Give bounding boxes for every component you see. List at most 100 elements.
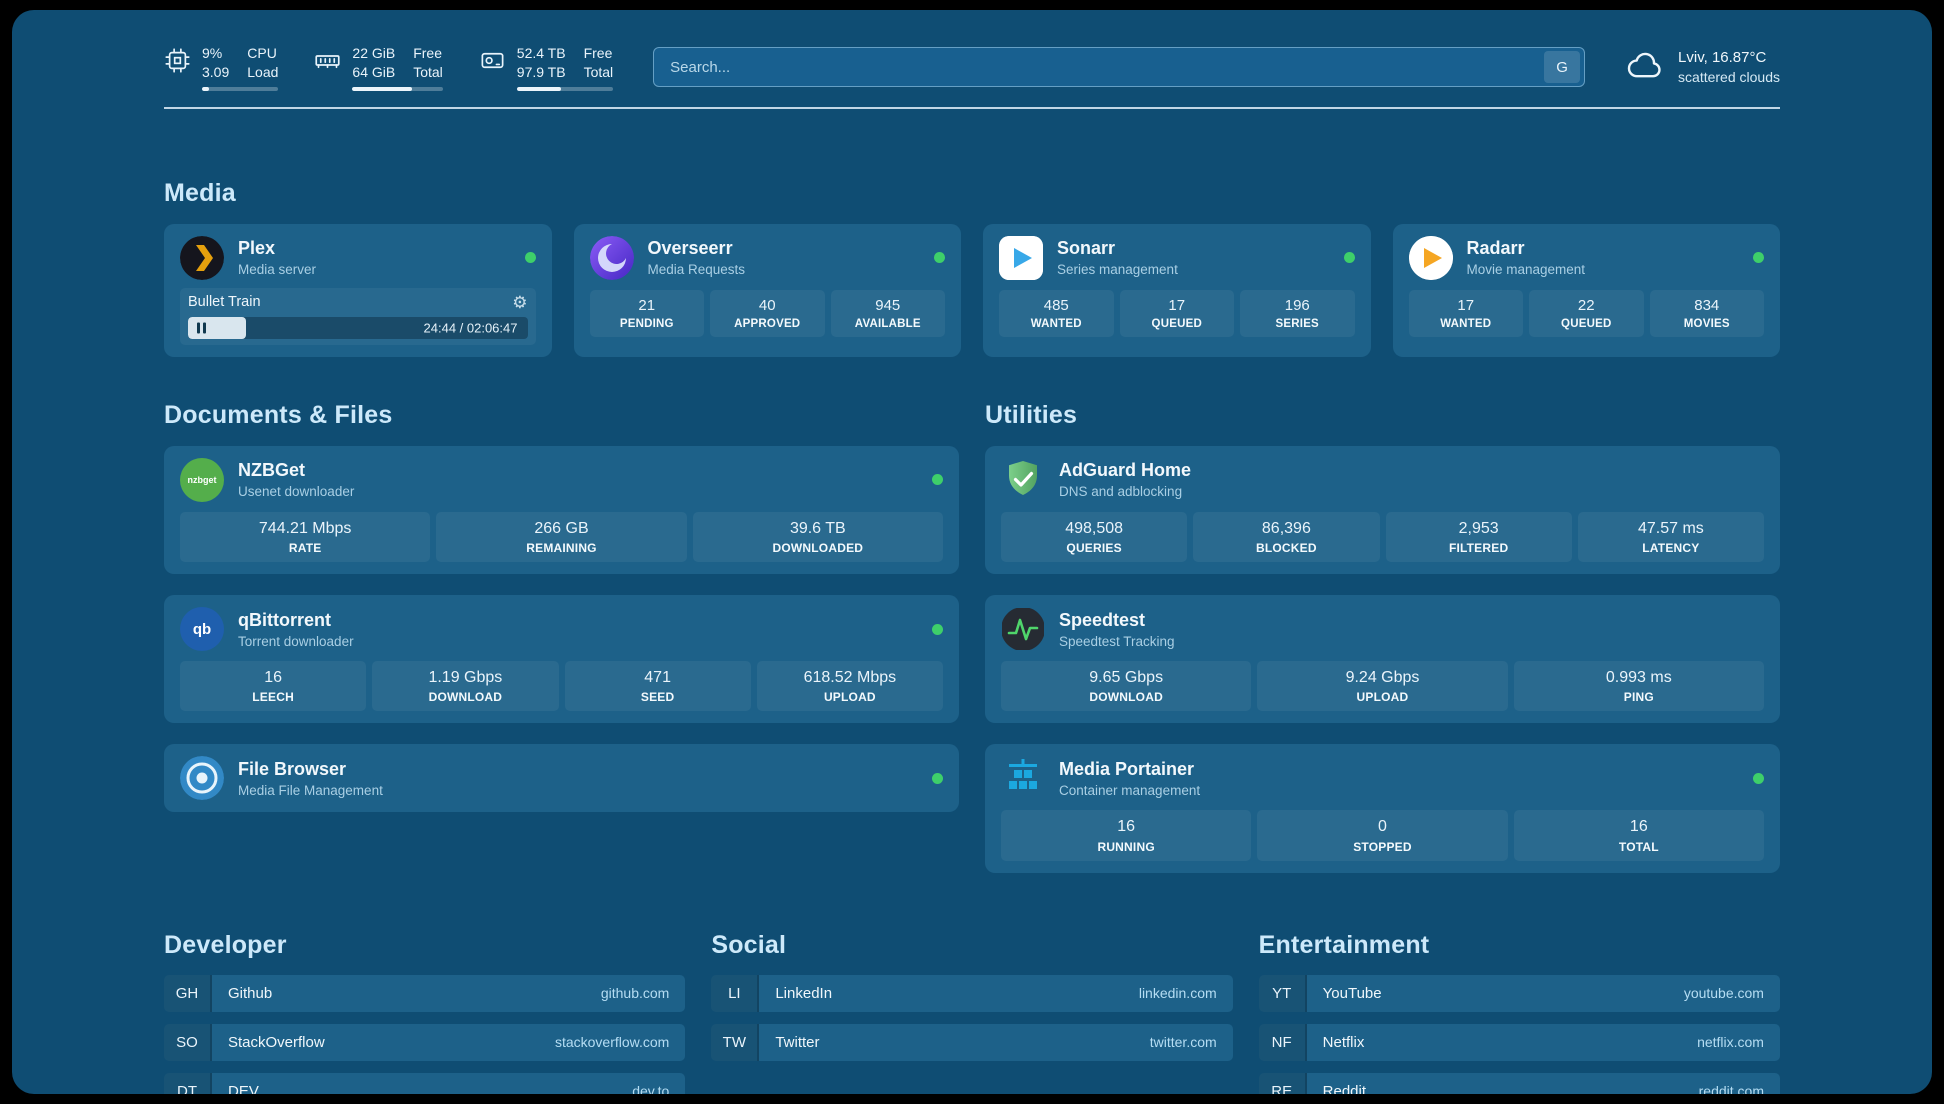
app-subtitle: Container management bbox=[1059, 782, 1201, 798]
pause-icon[interactable] bbox=[197, 322, 206, 334]
bookmarks-entertainment: Entertainment YT YouTube youtube.com NF … bbox=[1258, 931, 1780, 1094]
ram-usage-bar bbox=[352, 86, 443, 91]
search-bar[interactable]: G bbox=[653, 47, 1586, 88]
cpu-icon bbox=[164, 44, 191, 79]
section-utilities: Utilities AdGuard Home DNS and adblockin… bbox=[985, 401, 1780, 873]
bookmark-youtube[interactable]: YT YouTube youtube.com bbox=[1258, 974, 1780, 1012]
app-card-qbittorrent[interactable]: qb qBittorrent Torrent downloader 16 LEEC… bbox=[164, 595, 959, 724]
now-playing-title: Bullet Train bbox=[188, 294, 261, 311]
app-name: Radarr bbox=[1466, 238, 1525, 259]
settings-gear-icon[interactable]: ⚙ bbox=[512, 292, 528, 312]
stat-tile: 498,508 QUERIES bbox=[1001, 511, 1188, 563]
qbittorrent-icon: qb bbox=[180, 607, 224, 652]
disk-total-label: Total bbox=[583, 64, 614, 81]
status-dot bbox=[932, 623, 943, 635]
bookmarks-developer: Developer GH Github github.com SO StackO… bbox=[164, 930, 686, 1094]
cpu-label: CPU bbox=[247, 45, 277, 61]
app-card-adguard[interactable]: AdGuard Home DNS and adblocking 498,508 Q… bbox=[985, 445, 1780, 575]
nzbget-icon: nzbget bbox=[180, 457, 224, 502]
search-engine-button[interactable]: G bbox=[1544, 51, 1581, 84]
stat-tile: 17 QUEUED bbox=[1119, 289, 1234, 337]
app-name: Overseerr bbox=[647, 238, 733, 259]
search-input[interactable] bbox=[654, 58, 1545, 76]
app-subtitle: Usenet downloader bbox=[238, 484, 355, 500]
plex-now-playing: Bullet Train ⚙ 24:44 / 02:06:47 bbox=[180, 287, 536, 345]
app-card-nzbget[interactable]: nzbget NZBGet Usenet downloader 744.21 M… bbox=[164, 445, 959, 575]
stat-tile: 1.19 Gbps DOWNLOAD bbox=[372, 661, 559, 712]
stat-tile: 16 TOTAL bbox=[1513, 810, 1764, 861]
app-name: Plex bbox=[238, 238, 276, 259]
playback-time: 24:44 / 02:06:47 bbox=[423, 320, 518, 336]
cpu-load-value: 3.09 bbox=[202, 64, 230, 81]
system-stats: 9% CPU 3.09 Load 22 GiB bbox=[164, 44, 614, 91]
cloud-icon bbox=[1625, 49, 1665, 86]
app-card-radarr[interactable]: Radarr Movie management 17 WANTED 22 QUEUE… bbox=[1392, 223, 1780, 357]
bookmark-url: dev.to bbox=[632, 1083, 670, 1094]
bookmark-abbr: SO bbox=[164, 1023, 212, 1061]
bookmark-url: github.com bbox=[600, 985, 670, 1001]
stat-tile: 22 QUEUED bbox=[1529, 289, 1644, 337]
bookmark-name: Netflix bbox=[1322, 1033, 1365, 1051]
status-dot bbox=[932, 474, 943, 486]
app-card-filebrowser[interactable]: File Browser Media File Management bbox=[164, 744, 959, 813]
app-card-sonarr[interactable]: Sonarr Series management 485 WANTED 17 QUE… bbox=[983, 223, 1371, 357]
cpu-usage-bar bbox=[202, 86, 279, 91]
portainer-icon bbox=[1001, 756, 1045, 800]
bookmark-name: Twitter bbox=[775, 1033, 820, 1051]
dashboard-panel: 9% CPU 3.09 Load 22 GiB bbox=[12, 10, 1932, 1094]
stat-tile: 16 RUNNING bbox=[1001, 810, 1252, 861]
bookmark-dev[interactable]: DT DEV dev.to bbox=[164, 1072, 686, 1094]
bookmark-name: LinkedIn bbox=[775, 984, 833, 1002]
stat-tile: 47.57 ms LATENCY bbox=[1577, 511, 1764, 563]
ram-total-label: Total bbox=[413, 64, 443, 81]
bookmark-twitter[interactable]: TW Twitter twitter.com bbox=[711, 1023, 1233, 1061]
stat-tile: 39.6 TB DOWNLOADED bbox=[692, 511, 943, 563]
app-subtitle: Media File Management bbox=[238, 782, 383, 798]
section-title-documents: Documents & Files bbox=[164, 400, 393, 429]
status-dot bbox=[1753, 252, 1764, 264]
bookmark-github[interactable]: GH Github github.com bbox=[164, 974, 686, 1012]
bookmark-linkedin[interactable]: LI LinkedIn linkedin.com bbox=[711, 974, 1233, 1012]
app-card-portainer[interactable]: Media Portainer Container management 16 R… bbox=[985, 744, 1780, 873]
bookmark-abbr: LI bbox=[711, 974, 760, 1012]
stat-tile: 17 WANTED bbox=[1408, 289, 1523, 337]
app-subtitle: DNS and adblocking bbox=[1059, 484, 1183, 500]
stat-tile: 196 SERIES bbox=[1240, 289, 1355, 337]
bookmark-abbr: TW bbox=[711, 1023, 760, 1061]
section-title-developer: Developer bbox=[164, 930, 287, 959]
stat-tile: 16 LEECH bbox=[180, 661, 367, 712]
stat-tile: 9.24 Gbps UPLOAD bbox=[1257, 661, 1508, 712]
section-documents: Documents & Files nzbget NZBGet Usenet d… bbox=[164, 400, 959, 813]
app-card-plex[interactable]: Plex Media server Bullet Train ⚙ 24:44 /… bbox=[164, 223, 552, 357]
weather-location: Lviv, 16.87°C bbox=[1678, 49, 1767, 67]
bookmark-url: stackoverflow.com bbox=[554, 1034, 670, 1050]
bookmark-stackoverflow[interactable]: SO StackOverflow stackoverflow.com bbox=[164, 1023, 686, 1061]
stat-tile: 9.65 Gbps DOWNLOAD bbox=[1001, 661, 1252, 712]
app-name: File Browser bbox=[238, 758, 347, 779]
stat-tile: 0 STOPPED bbox=[1257, 810, 1508, 861]
radarr-icon bbox=[1408, 235, 1453, 280]
status-dot bbox=[1343, 252, 1355, 264]
app-name: Speedtest bbox=[1059, 609, 1146, 630]
bookmark-abbr: RE bbox=[1258, 1072, 1307, 1094]
disk-total-value: 97.9 TB bbox=[516, 64, 566, 81]
media-cards-row: Plex Media server Bullet Train ⚙ 24:44 /… bbox=[164, 223, 1780, 357]
stat-tile: 86,396 BLOCKED bbox=[1193, 511, 1380, 563]
stat-tile: 0.993 ms PING bbox=[1513, 661, 1764, 712]
stat-tile: 471 SEED bbox=[564, 661, 751, 712]
stat-tile: 618.52 Mbps UPLOAD bbox=[756, 661, 943, 712]
plex-icon bbox=[180, 235, 224, 280]
bookmark-reddit[interactable]: RE Reddit reddit.com bbox=[1258, 1072, 1780, 1094]
app-name: Media Portainer bbox=[1059, 758, 1195, 779]
stat-tile: 21 PENDING bbox=[589, 289, 704, 337]
cpu-stat-group: 9% CPU 3.09 Load bbox=[164, 44, 279, 91]
bookmark-netflix[interactable]: NF Netflix netflix.com bbox=[1258, 1023, 1780, 1061]
app-card-overseerr[interactable]: Overseerr Media Requests 21 PENDING 40 APP… bbox=[573, 223, 961, 357]
disk-stat-group: 52.4 TB Free 97.9 TB Total bbox=[479, 44, 614, 91]
bookmark-name: StackOverflow bbox=[228, 1033, 325, 1051]
stat-tile: 266 GB REMAINING bbox=[436, 511, 687, 563]
app-card-speedtest[interactable]: Speedtest Speedtest Tracking 9.65 Gbps DO… bbox=[985, 595, 1780, 724]
status-dot bbox=[932, 772, 943, 784]
playback-progress-bar[interactable]: 24:44 / 02:06:47 bbox=[188, 316, 528, 339]
section-title-utilities: Utilities bbox=[985, 400, 1078, 429]
